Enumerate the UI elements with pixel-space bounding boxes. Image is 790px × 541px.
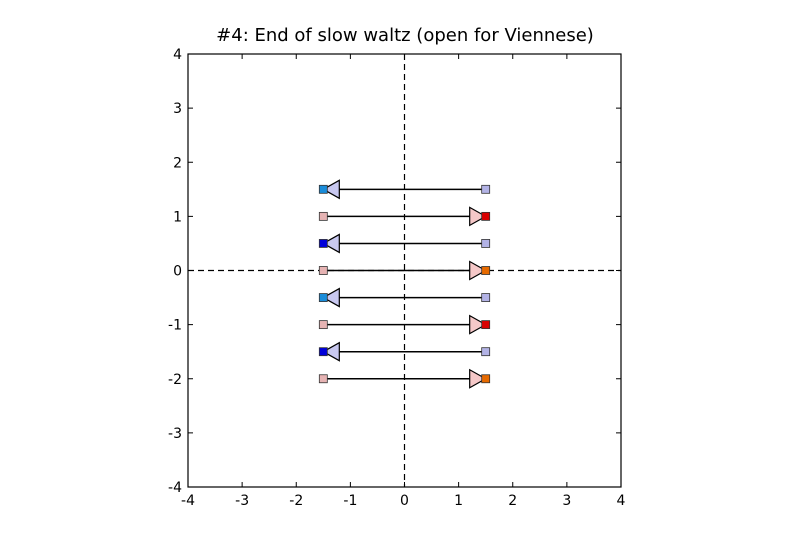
y-tick-label: 3 bbox=[173, 101, 182, 117]
x-tick-label: 0 bbox=[400, 493, 409, 509]
x-tick-label: 2 bbox=[508, 493, 517, 509]
y-tick-label: 2 bbox=[173, 155, 182, 171]
arrow-group bbox=[318, 368, 491, 389]
reference-lines bbox=[188, 54, 621, 487]
arrow-head bbox=[469, 314, 487, 335]
x-tick-label: 4 bbox=[617, 493, 626, 509]
arrow-head bbox=[469, 368, 487, 389]
arrow-series bbox=[318, 179, 491, 389]
y-tick-label: -4 bbox=[168, 480, 182, 496]
arrow-head bbox=[322, 233, 340, 254]
arrow-end-marker bbox=[481, 211, 491, 221]
arrow-group bbox=[318, 206, 491, 227]
arrow-start-marker bbox=[481, 347, 491, 357]
arrow-start-marker bbox=[481, 293, 491, 302]
y-tick-label: 4 bbox=[173, 47, 182, 63]
arrow-start-marker bbox=[318, 320, 328, 330]
arrow-start-marker bbox=[481, 239, 491, 248]
arrow-start-marker bbox=[318, 266, 328, 275]
x-tick-label: -2 bbox=[289, 493, 303, 509]
arrow-group bbox=[318, 233, 491, 254]
arrow-start-marker bbox=[318, 374, 328, 384]
arrow-end-marker bbox=[318, 347, 328, 357]
y-tick-label: 1 bbox=[173, 209, 182, 225]
arrow-head bbox=[322, 287, 340, 308]
arrow-group bbox=[318, 260, 491, 281]
arrow-end-marker bbox=[318, 239, 328, 248]
arrow-head bbox=[322, 341, 340, 362]
x-tick-label: -3 bbox=[235, 493, 249, 509]
arrow-end-marker bbox=[481, 374, 491, 384]
x-tick-label: 1 bbox=[454, 493, 463, 509]
x-tick-label: -4 bbox=[181, 493, 195, 509]
arrow-group bbox=[318, 287, 491, 308]
y-tick-label: -1 bbox=[168, 318, 182, 334]
chart-title: #4: End of slow waltz (open for Viennese… bbox=[216, 25, 594, 46]
arrow-head bbox=[322, 179, 340, 200]
arrow-group bbox=[318, 314, 491, 335]
y-tick-label: 0 bbox=[173, 264, 182, 280]
plot-frame bbox=[187, 53, 622, 488]
axis-ticks: -4 -3 -2 -1 0 1 2 3 4 -4 -3 -2 -1 0 1 2 3 4 bbox=[168, 47, 626, 509]
arrow-start-marker bbox=[318, 211, 328, 221]
arrow-end-marker bbox=[481, 320, 491, 330]
arrow-end-marker bbox=[481, 266, 491, 275]
x-tick-label: 3 bbox=[562, 493, 571, 509]
arrow-group bbox=[318, 179, 491, 200]
y-tick-label: -3 bbox=[168, 426, 182, 442]
y-tick-label: -2 bbox=[168, 372, 182, 388]
arrow-head bbox=[469, 206, 487, 227]
arrow-end-marker bbox=[318, 293, 328, 302]
arrow-end-marker bbox=[318, 184, 328, 194]
arrow-group bbox=[318, 341, 491, 362]
arrow-head bbox=[469, 260, 487, 281]
arrow-start-marker bbox=[481, 184, 491, 194]
x-tick-label: -1 bbox=[343, 493, 357, 509]
